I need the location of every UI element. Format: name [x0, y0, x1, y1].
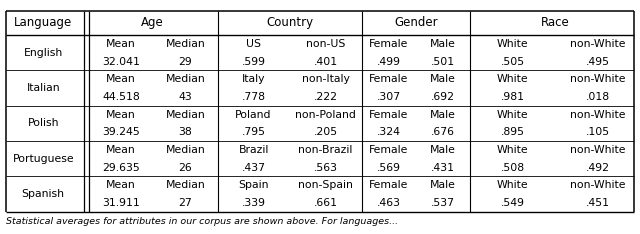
Text: Female: Female	[369, 110, 408, 120]
Text: Mean: Mean	[106, 74, 136, 84]
Text: Race: Race	[541, 16, 570, 29]
Text: .401: .401	[314, 57, 338, 67]
Text: non-Spain: non-Spain	[298, 180, 353, 190]
Text: .492: .492	[586, 163, 610, 173]
Text: 27: 27	[179, 198, 192, 208]
Text: .324: .324	[377, 127, 401, 137]
Text: non-Poland: non-Poland	[295, 110, 356, 120]
Text: non-White: non-White	[570, 74, 625, 84]
Text: White: White	[497, 145, 529, 155]
Text: Country: Country	[266, 16, 313, 29]
Text: Italian: Italian	[26, 83, 60, 93]
Text: .505: .505	[500, 57, 525, 67]
Text: .795: .795	[242, 127, 266, 137]
Text: Male: Male	[430, 39, 456, 49]
Text: Poland: Poland	[236, 110, 272, 120]
Text: Polish: Polish	[28, 118, 59, 128]
Text: Age: Age	[141, 16, 163, 29]
Text: non-White: non-White	[570, 145, 625, 155]
Text: Male: Male	[430, 145, 456, 155]
Text: Portuguese: Portuguese	[12, 154, 74, 164]
Text: 43: 43	[179, 92, 192, 102]
Text: .501: .501	[431, 57, 455, 67]
Text: English: English	[24, 48, 63, 58]
Text: .495: .495	[586, 57, 610, 67]
Text: .563: .563	[314, 163, 338, 173]
Text: .499: .499	[377, 57, 401, 67]
Text: 32.041: 32.041	[102, 57, 140, 67]
Text: Mean: Mean	[106, 110, 136, 120]
Text: Brazil: Brazil	[239, 145, 269, 155]
Text: Statistical averages for attributes in our corpus are shown above. For languages: Statistical averages for attributes in o…	[6, 217, 399, 226]
Text: .205: .205	[314, 127, 338, 137]
Text: .222: .222	[314, 92, 338, 102]
Text: .105: .105	[586, 127, 610, 137]
Text: .569: .569	[377, 163, 401, 173]
Text: non-White: non-White	[570, 39, 625, 49]
Text: Spanish: Spanish	[22, 189, 65, 199]
Text: non-White: non-White	[570, 110, 625, 120]
Text: Gender: Gender	[394, 16, 438, 29]
Text: Female: Female	[369, 74, 408, 84]
Text: .018: .018	[586, 92, 610, 102]
Text: .778: .778	[242, 92, 266, 102]
Text: 38: 38	[179, 127, 192, 137]
Text: Mean: Mean	[106, 180, 136, 190]
Text: .599: .599	[242, 57, 266, 67]
Text: 29.635: 29.635	[102, 163, 140, 173]
Text: .339: .339	[242, 198, 266, 208]
Text: Language: Language	[14, 16, 72, 29]
Text: Median: Median	[166, 145, 205, 155]
Text: Male: Male	[430, 110, 456, 120]
Text: Female: Female	[369, 145, 408, 155]
Text: non-Brazil: non-Brazil	[298, 145, 353, 155]
Text: Male: Male	[430, 180, 456, 190]
Text: 39.245: 39.245	[102, 127, 140, 137]
Text: Italy: Italy	[242, 74, 266, 84]
Text: 44.518: 44.518	[102, 92, 140, 102]
Text: Median: Median	[166, 39, 205, 49]
Text: .307: .307	[377, 92, 401, 102]
Text: .508: .508	[500, 163, 525, 173]
Text: .895: .895	[500, 127, 525, 137]
Text: US: US	[246, 39, 261, 49]
Text: 31.911: 31.911	[102, 198, 140, 208]
Text: Mean: Mean	[106, 145, 136, 155]
Text: .981: .981	[500, 92, 525, 102]
Text: White: White	[497, 180, 529, 190]
Text: .676: .676	[431, 127, 455, 137]
Text: non-White: non-White	[570, 180, 625, 190]
Text: Median: Median	[166, 74, 205, 84]
Text: .431: .431	[431, 163, 455, 173]
Text: White: White	[497, 110, 529, 120]
Text: Male: Male	[430, 74, 456, 84]
Text: .692: .692	[431, 92, 455, 102]
Text: .537: .537	[431, 198, 455, 208]
Text: non-Italy: non-Italy	[301, 74, 349, 84]
Text: Median: Median	[166, 180, 205, 190]
Text: non-US: non-US	[306, 39, 346, 49]
Text: .463: .463	[377, 198, 401, 208]
Text: Spain: Spain	[238, 180, 269, 190]
Text: White: White	[497, 39, 529, 49]
Text: Female: Female	[369, 39, 408, 49]
Text: .549: .549	[500, 198, 525, 208]
Text: 29: 29	[179, 57, 192, 67]
Text: Mean: Mean	[106, 39, 136, 49]
Text: Female: Female	[369, 180, 408, 190]
Text: 26: 26	[179, 163, 192, 173]
Text: .661: .661	[314, 198, 338, 208]
Text: .451: .451	[586, 198, 610, 208]
Text: Median: Median	[166, 110, 205, 120]
Text: .437: .437	[242, 163, 266, 173]
Text: White: White	[497, 74, 529, 84]
